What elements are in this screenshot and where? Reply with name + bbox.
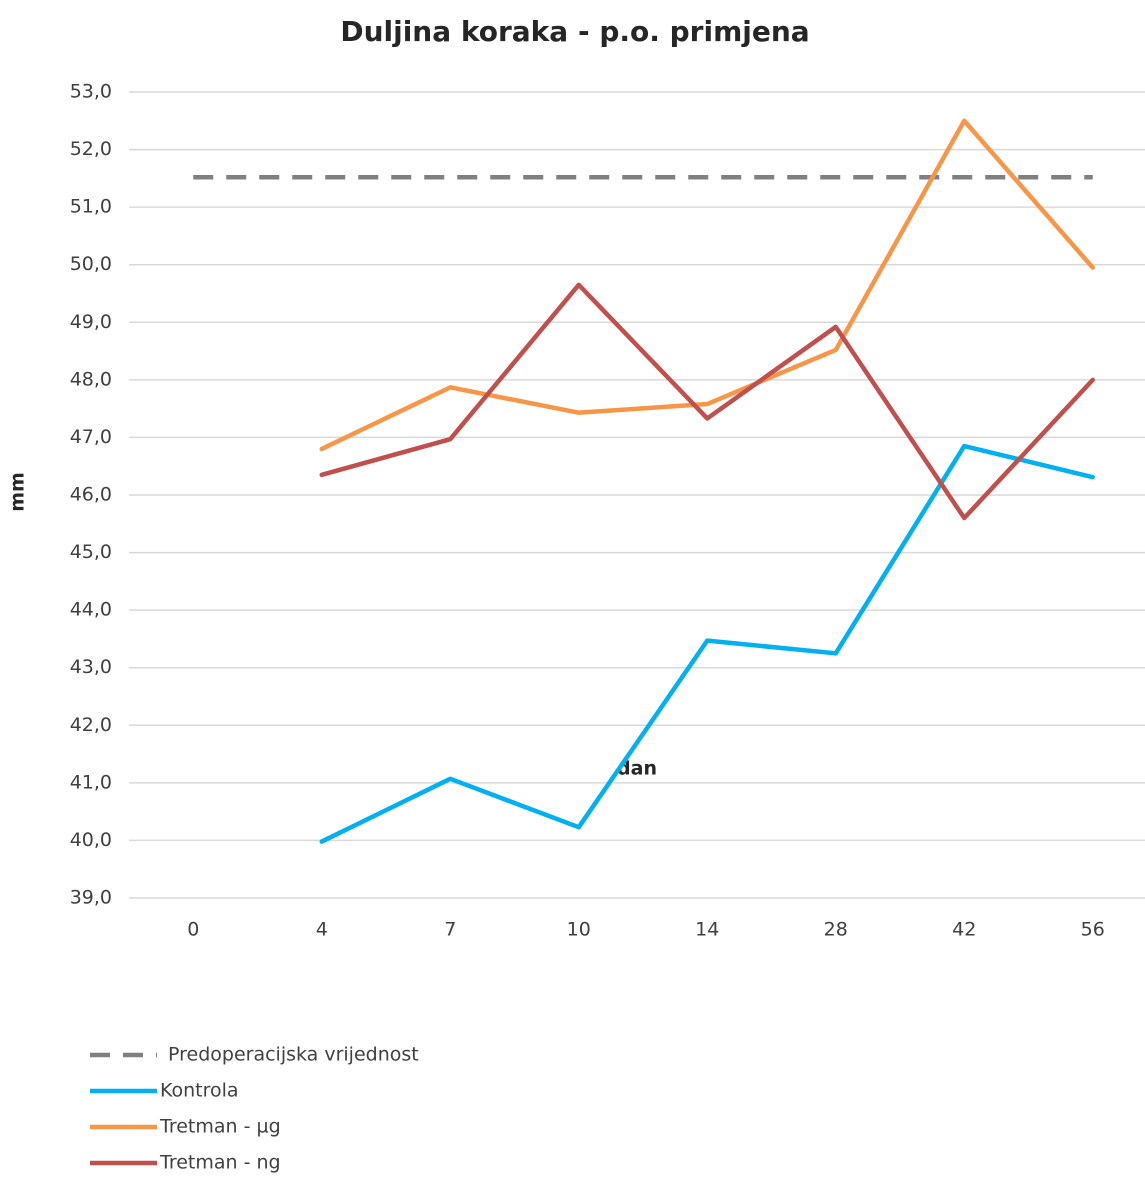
- x-tick-label: 7: [444, 919, 456, 941]
- x-tick-label: 28: [824, 919, 848, 941]
- legend-label: Tretman - µg: [159, 1116, 281, 1138]
- legend-label: Predoperacijska vrijednost: [168, 1044, 419, 1066]
- chart-title: Duljina koraka - p.o. primjena: [340, 15, 809, 48]
- legend-label: Tretman - ng: [159, 1152, 281, 1174]
- y-tick-label: 44,0: [70, 599, 112, 621]
- x-tick-label: 14: [695, 919, 719, 941]
- y-tick-label: 45,0: [70, 541, 112, 563]
- y-tick-label: 53,0: [70, 81, 112, 103]
- series-line: [319, 282, 1095, 521]
- y-tick-label: 52,0: [70, 138, 112, 160]
- y-tick-label: 50,0: [70, 253, 112, 275]
- x-tick-label: 42: [952, 919, 976, 941]
- y-tick-label: 46,0: [70, 484, 112, 506]
- legend-label: Kontrola: [160, 1080, 239, 1102]
- x-tick-label: 10: [567, 919, 591, 941]
- x-tick-label: 56: [1081, 919, 1105, 941]
- y-tick-label: 49,0: [70, 311, 112, 333]
- y-tick-label: 42,0: [70, 714, 112, 736]
- x-tick-label: 4: [316, 919, 328, 941]
- y-tick-label: 39,0: [70, 887, 112, 909]
- y-tick-label: 51,0: [70, 196, 112, 218]
- series-line: [319, 118, 1095, 452]
- y-tick-label: 41,0: [70, 771, 112, 793]
- x-axis-title: dan: [617, 758, 657, 780]
- y-axis-title: mm: [7, 472, 29, 512]
- y-tick-label: 43,0: [70, 656, 112, 678]
- series-line: [319, 443, 1095, 844]
- y-tick-label: 48,0: [70, 368, 112, 390]
- y-tick-label: 47,0: [70, 426, 112, 448]
- y-tick-label: 40,0: [70, 829, 112, 851]
- x-tick-label: 0: [187, 919, 199, 941]
